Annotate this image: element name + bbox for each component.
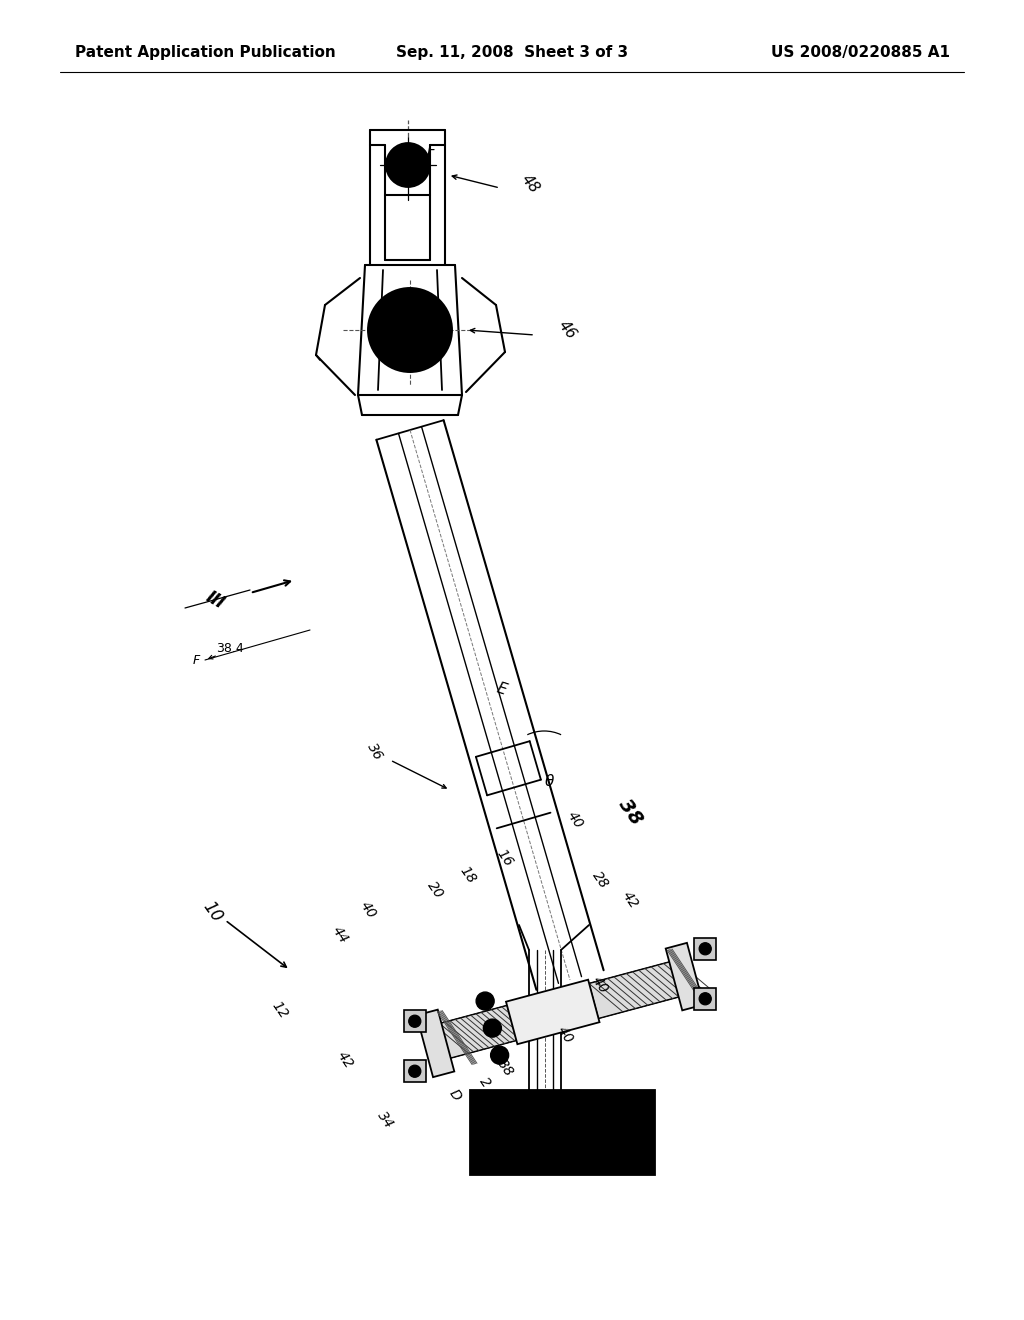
Text: 44: 44 [329,924,351,946]
Text: 38: 38 [495,1057,516,1080]
Text: D: D [446,1086,464,1104]
Text: 20: 20 [424,879,445,902]
Text: 46: 46 [555,318,579,342]
Polygon shape [589,960,685,1018]
Polygon shape [506,979,599,1044]
Bar [403,1060,426,1082]
Text: 28: 28 [589,869,611,891]
Text: 40: 40 [589,974,611,997]
Circle shape [699,993,712,1005]
Bar [694,987,716,1010]
Text: 40: 40 [554,1024,575,1047]
Circle shape [483,1019,502,1038]
Circle shape [568,1110,612,1155]
Text: Patent Application Publication: Patent Application Publication [75,45,336,59]
Text: 34: 34 [374,1109,396,1131]
Bar [403,1010,426,1032]
Text: F: F [193,653,200,667]
Text: US 2008/0220885 A1: US 2008/0220885 A1 [771,45,950,59]
Text: F: F [427,144,436,160]
Text: 40: 40 [564,809,586,832]
Text: 42: 42 [620,888,641,911]
Circle shape [409,1015,421,1027]
Text: 38.4: 38.4 [216,642,244,655]
Polygon shape [417,1010,455,1077]
Circle shape [490,1047,509,1064]
Text: θ: θ [545,774,554,788]
Text: III: III [203,587,227,612]
Text: 42: 42 [334,1048,355,1072]
Text: 40: 40 [357,899,379,921]
Text: Sep. 11, 2008  Sheet 3 of 3: Sep. 11, 2008 Sheet 3 of 3 [396,45,628,59]
Polygon shape [434,1006,516,1060]
Bar [470,1090,655,1175]
Text: E: E [495,680,509,698]
Circle shape [368,288,452,372]
Circle shape [476,993,495,1010]
Circle shape [699,942,712,954]
Text: 2: 2 [477,1074,494,1089]
Text: 18: 18 [457,863,479,886]
Text: 48: 48 [518,172,542,197]
Text: 12: 12 [269,999,291,1022]
Text: 16: 16 [495,846,516,870]
Circle shape [409,1065,421,1077]
Bar [694,937,716,960]
Circle shape [386,143,430,187]
Text: 38: 38 [614,796,645,829]
Text: 10: 10 [199,898,225,925]
Polygon shape [666,942,703,1010]
Text: 36: 36 [365,741,385,763]
Bar [480,1098,645,1167]
